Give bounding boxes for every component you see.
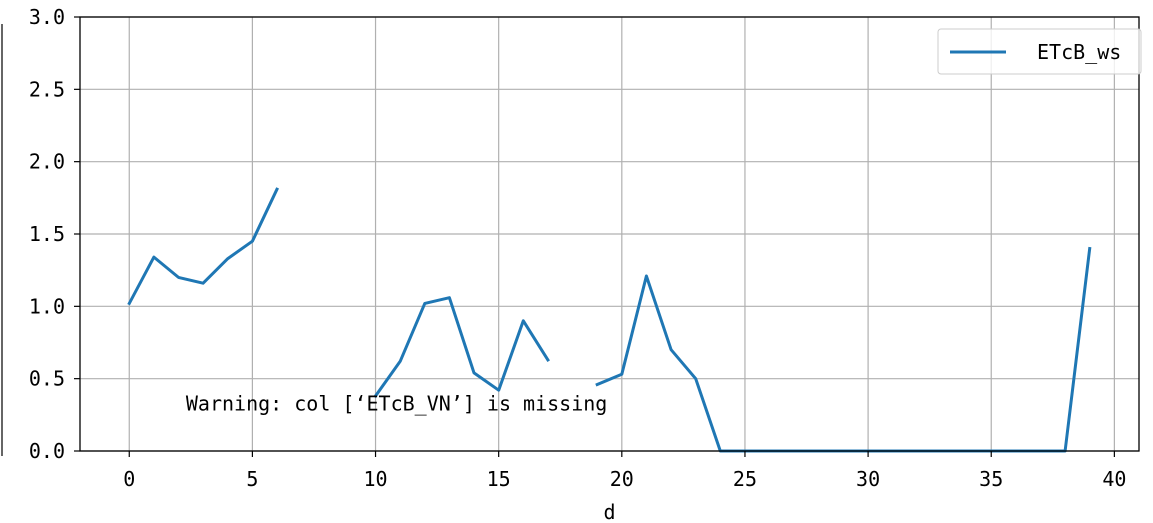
x-tick-label: 20 [610, 467, 634, 491]
x-tick-label: 40 [1102, 467, 1126, 491]
x-tick-label: 10 [363, 467, 387, 491]
x-tick-label: 15 [487, 467, 511, 491]
x-tick-label: 35 [979, 467, 1003, 491]
y-tick-label: 2.5 [29, 77, 65, 101]
warning-annotation: Warning: col [‘ETcB_VN’] is missing [186, 391, 607, 415]
y-tick-label: 0.0 [29, 439, 65, 463]
y-tick-label: 1.5 [29, 222, 65, 246]
axis-ticks: 0 5 10 15 20 25 30 35 40 0.0 0.5 1.0 1.5 2.0 2.5 3.0 [29, 5, 1127, 491]
y-tick-label: 1.0 [29, 294, 65, 318]
x-axis-label: d [603, 500, 615, 523]
x-tick-label: 0 [123, 467, 135, 491]
legend-box [937, 28, 1142, 75]
x-tick-label: 25 [733, 467, 757, 491]
x-tick-label: 5 [246, 467, 258, 491]
y-tick-label: 3.0 [29, 5, 65, 29]
y-tick-label: 2.0 [29, 150, 65, 174]
grid-lines [80, 16, 1139, 452]
legend-label-etcb-ws: ETcB_ws [1037, 40, 1121, 64]
legend: ETcB_ws [937, 28, 1142, 75]
x-tick-label: 30 [856, 467, 880, 491]
y-tick-label: 0.5 [29, 367, 65, 391]
